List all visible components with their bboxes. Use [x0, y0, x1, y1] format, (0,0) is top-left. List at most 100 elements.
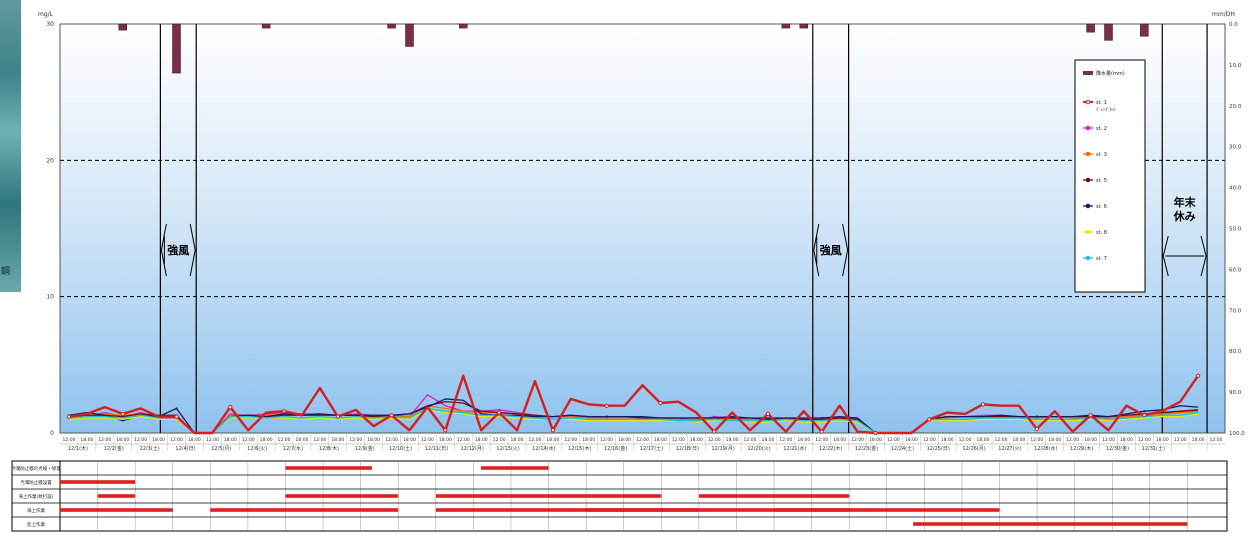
legend-swatch-marker [1085, 255, 1091, 261]
y-right-tick-label: 50.0 [1229, 227, 1242, 233]
time-tick-label: 18:00 [546, 437, 559, 443]
activity-bar [586, 508, 914, 512]
activity-bar [285, 494, 399, 498]
time-tick-label: 12:00 [1138, 437, 1151, 443]
y-right-tick-label: 0.0 [1229, 22, 1238, 28]
y-left-tick-label: 20 [46, 157, 54, 164]
time-tick-label: 12:00 [1030, 437, 1043, 443]
series-marker [604, 403, 609, 408]
date-tick-label: 12/20(火) [747, 446, 770, 452]
time-tick-label: 12:00 [313, 437, 326, 443]
y-left-tick-label: 0 [50, 430, 54, 437]
activity-bar [60, 508, 173, 512]
time-tick-label: 18:00 [439, 437, 452, 443]
time-tick-label: 18:00 [905, 437, 918, 443]
background-photo-fragment: 鋼 [0, 0, 21, 292]
date-tick-label: 12/23(金) [855, 445, 878, 452]
time-tick-label: 18:00 [1120, 437, 1133, 443]
double-arrow-icon [813, 223, 849, 277]
time-tick-label: 18:00 [1192, 437, 1205, 443]
time-tick-label: 12:00 [493, 437, 506, 443]
date-tick-label: 12/27(火) [998, 446, 1021, 452]
time-tick-label: 12:00 [1210, 437, 1223, 443]
series-marker [281, 409, 287, 414]
series-marker [1088, 413, 1093, 418]
series-marker [443, 428, 448, 433]
time-tick-label: 12:00 [1174, 437, 1187, 443]
y-right-tick-label: 90.0 [1229, 390, 1242, 396]
series-marker [1196, 373, 1201, 378]
y-right-tick-label: 10.0 [1229, 63, 1242, 69]
rain-bar [799, 23, 809, 29]
series-marker [658, 400, 663, 406]
date-tick-label: 12/19(月) [711, 446, 734, 452]
date-tick-label: 12/18(日) [676, 446, 699, 452]
time-tick-label: 18:00 [941, 437, 954, 443]
time-tick-label: 18:00 [1156, 437, 1169, 443]
activity-row-label: 汚濁防止膜の点検・修理 [11, 465, 61, 472]
series-marker [550, 428, 555, 433]
time-tick-label: 18:00 [726, 437, 739, 443]
time-tick-label: 12:00 [134, 437, 147, 443]
time-tick-label: 12:00 [744, 437, 757, 443]
series-marker [819, 429, 824, 434]
date-tick-label: 12/14(水) [532, 445, 555, 452]
series-marker [282, 415, 286, 418]
activity-bar [97, 494, 136, 498]
legend-box [1074, 59, 1146, 293]
legend-entry-label: st. 7 [1096, 256, 1107, 262]
time-tick-label: 18:00 [475, 437, 488, 443]
series-marker [175, 418, 178, 421]
time-tick-label: 12:00 [349, 437, 362, 443]
photo-fragment-glyph: 鋼 [1, 267, 11, 277]
rain-bar [172, 23, 181, 74]
time-tick-label: 12:00 [994, 437, 1007, 443]
series-marker [1143, 410, 1146, 413]
time-tick-label: 12:00 [385, 437, 398, 443]
date-tick-label: 12/2(金) [104, 445, 124, 452]
date-tick-label: 12/17(土) [640, 445, 663, 452]
y-right-tick-label: 20.0 [1229, 104, 1242, 110]
activity-bar [435, 494, 662, 498]
time-tick-label: 18:00 [367, 437, 380, 443]
y-right-tick-label: 70.0 [1229, 308, 1242, 314]
time-tick-label: 12:00 [636, 437, 649, 443]
series-marker [927, 417, 932, 422]
date-tick-label: 12/12(月) [461, 446, 484, 452]
date-tick-label: 12/30(金) [1106, 445, 1129, 452]
time-tick-label: 18:00 [869, 437, 882, 443]
date-tick-label: 12/31(土) [1142, 445, 1165, 452]
series-marker [1035, 415, 1038, 418]
time-tick-label: 18:00 [582, 437, 595, 443]
time-tick-label: 18:00 [403, 437, 416, 443]
annotation-label: 強風 [820, 243, 842, 257]
series-marker [389, 413, 394, 418]
time-tick-label: 12:00 [564, 437, 577, 443]
time-tick-label: 12:00 [421, 437, 434, 443]
series-marker [175, 407, 178, 410]
legend-entry-label: st. 2 [1096, 126, 1107, 132]
time-tick-label: 12:00 [278, 437, 291, 443]
series-marker [713, 418, 716, 421]
time-tick-label: 12:00 [923, 437, 936, 443]
activity-bar [60, 480, 136, 484]
time-tick-label: 12:00 [170, 437, 183, 443]
y-right-tick-label: 60.0 [1229, 267, 1242, 273]
activity-bar [913, 508, 1000, 512]
series-marker [820, 416, 823, 420]
time-tick-label: 12:00 [62, 437, 75, 443]
activity-row-label: 汚濁防止膜設置 [20, 479, 52, 486]
series-marker [282, 412, 286, 416]
legend-entry-label: st. 3 [1096, 152, 1107, 158]
series-marker [1142, 413, 1147, 418]
series-line [68, 374, 1200, 435]
date-tick-label: 12/6(火) [247, 446, 267, 452]
date-tick-label: 12/8(木) [319, 445, 339, 452]
time-tick-label: 12:00 [672, 437, 685, 443]
series-marker [66, 414, 72, 419]
series-marker [873, 430, 878, 436]
time-tick-label: 18:00 [1048, 437, 1061, 443]
time-tick-label: 18:00 [1084, 437, 1097, 443]
time-tick-label: 18:00 [618, 437, 631, 443]
time-tick-label: 18:00 [761, 437, 774, 443]
